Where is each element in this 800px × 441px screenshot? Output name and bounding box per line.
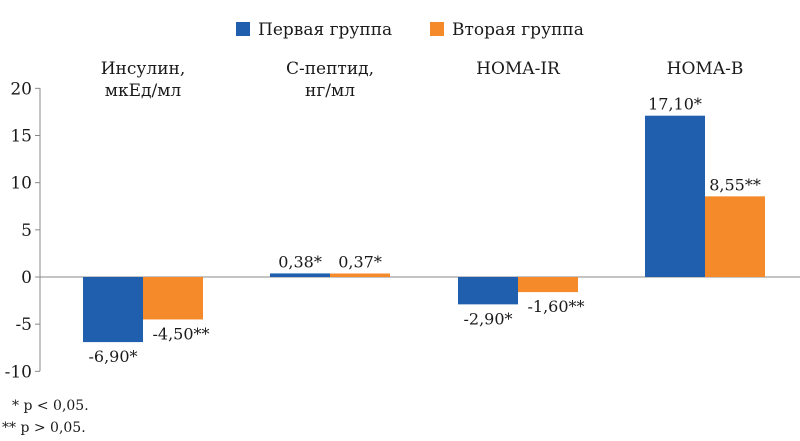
data-label: -2,90* bbox=[463, 309, 512, 328]
bar-series-1 bbox=[83, 277, 143, 343]
data-label: -6,90* bbox=[88, 347, 137, 366]
data-label: 0,38* bbox=[278, 252, 322, 271]
bar-series-2 bbox=[330, 273, 390, 277]
footnote-1: * p < 0,05. bbox=[12, 398, 89, 414]
bars bbox=[83, 115, 765, 343]
category-label: HOMA-B bbox=[667, 59, 744, 79]
y-tick-label: 20 bbox=[10, 79, 32, 99]
legend-swatch-series-1 bbox=[236, 22, 250, 36]
legend-label-series-2: Вторая группа bbox=[452, 20, 584, 40]
bar-series-2 bbox=[518, 277, 578, 293]
y-tick-label: -10 bbox=[5, 362, 32, 382]
legend: Первая группа Вторая группа bbox=[236, 20, 584, 40]
y-tick-label: 0 bbox=[21, 268, 32, 288]
y-ticks: 20 15 10 5 0 -5 -10 bbox=[5, 79, 40, 382]
category-label: HOMA-IR bbox=[476, 59, 561, 79]
category-label: Инсулин, bbox=[101, 59, 186, 79]
data-label: -1,60** bbox=[527, 297, 584, 316]
category-labels: Инсулин,мкЕд/мл С-пептид,нг/мл HOMA-IR HOMA… bbox=[101, 59, 744, 101]
bar-series-1 bbox=[458, 277, 518, 305]
bar-series-1 bbox=[270, 273, 330, 277]
category-label-unit: мкЕд/мл bbox=[105, 81, 182, 101]
data-label: -4,50** bbox=[152, 324, 209, 343]
data-label: 8,55** bbox=[709, 175, 761, 194]
category-label-unit: нг/мл bbox=[305, 81, 355, 101]
data-label: 0,37* bbox=[338, 253, 382, 272]
data-label: 17,10* bbox=[648, 95, 702, 114]
footnote-2: ** p > 0,05. bbox=[2, 420, 86, 436]
category-label: С-пептид, bbox=[286, 59, 374, 79]
bar-series-1 bbox=[645, 115, 705, 277]
bar-series-2 bbox=[143, 277, 203, 320]
y-tick-label: 5 bbox=[21, 221, 32, 241]
y-tick-label: -5 bbox=[15, 315, 32, 335]
y-tick-label: 10 bbox=[10, 174, 32, 194]
legend-swatch-series-2 bbox=[430, 22, 444, 36]
y-tick-label: 15 bbox=[10, 127, 32, 147]
legend-label-series-1: Первая группа bbox=[258, 20, 392, 40]
bar-series-2 bbox=[705, 196, 765, 277]
data-labels: -6,90* 0,38* -2,90* 17,10* -4,50** 0,37* -1,60… bbox=[88, 95, 760, 366]
